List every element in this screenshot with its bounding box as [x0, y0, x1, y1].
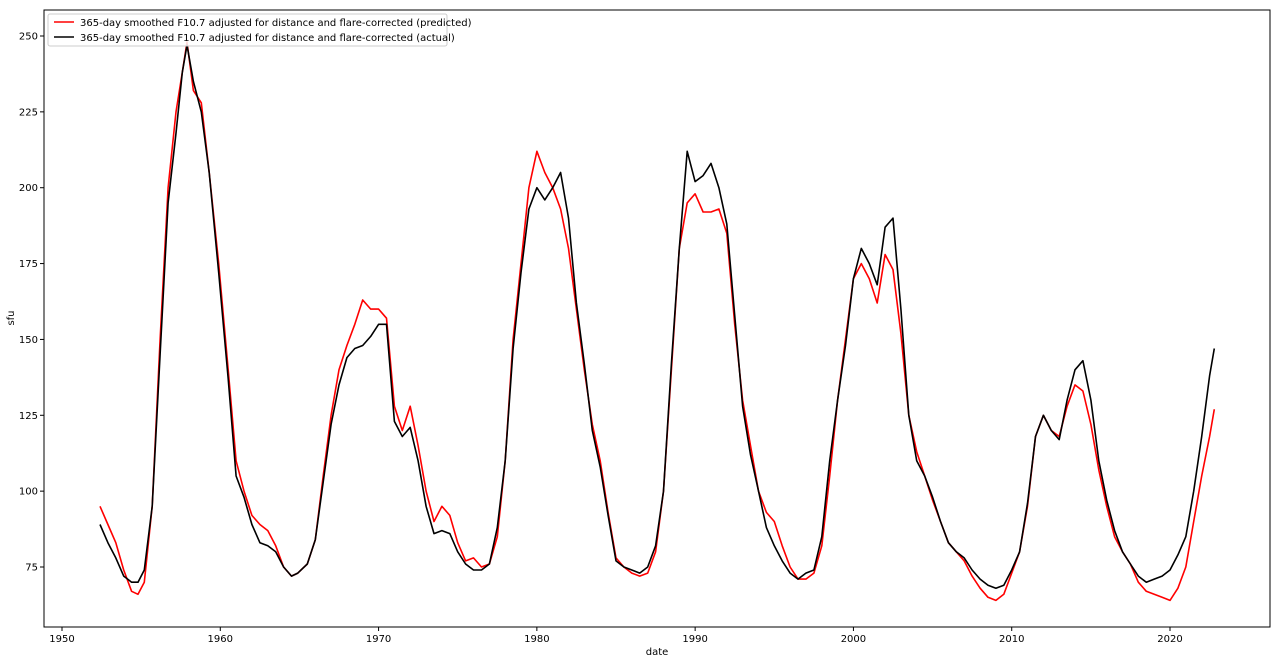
- y-tick-label: 100: [19, 487, 38, 498]
- y-tick-label: 150: [19, 335, 38, 346]
- y-tick-label: 225: [19, 107, 38, 118]
- x-axis-label: date: [646, 647, 669, 658]
- x-tick-label: 1970: [366, 634, 391, 645]
- plot-frame: [43, 9, 1271, 628]
- y-axis: 75 100 125 150 175 200 225 250: [19, 32, 44, 574]
- series-line-actual: [99, 44, 1216, 590]
- y-tick-label: 250: [19, 32, 38, 43]
- x-tick-label: 1990: [682, 634, 707, 645]
- y-axis-label: sfu: [6, 310, 17, 325]
- legend-box: [47, 13, 448, 47]
- x-tick-label: 1980: [524, 634, 549, 645]
- y-tick-label: 200: [19, 183, 38, 194]
- x-tick-label: 1960: [208, 634, 233, 645]
- x-tick-label: 2010: [999, 634, 1024, 645]
- x-tick-label: 2000: [841, 634, 866, 645]
- legend: 365-day smoothed F10.7 adjusted for dist…: [47, 13, 472, 47]
- legend-label-actual: 365-day smoothed F10.7 adjusted for dist…: [80, 33, 455, 44]
- y-tick-label: 75: [25, 563, 38, 574]
- y-tick-label: 175: [19, 259, 38, 270]
- y-tick-label: 125: [19, 411, 38, 422]
- x-tick-label: 1950: [49, 634, 74, 645]
- x-axis: 1950 1960 1970 1980 1990 2000 2010 2020: [49, 627, 1183, 645]
- x-tick-label: 2020: [1157, 634, 1182, 645]
- legend-label-predicted: 365-day smoothed F10.7 adjusted for dist…: [80, 18, 472, 29]
- plot-area: [99, 41, 1216, 602]
